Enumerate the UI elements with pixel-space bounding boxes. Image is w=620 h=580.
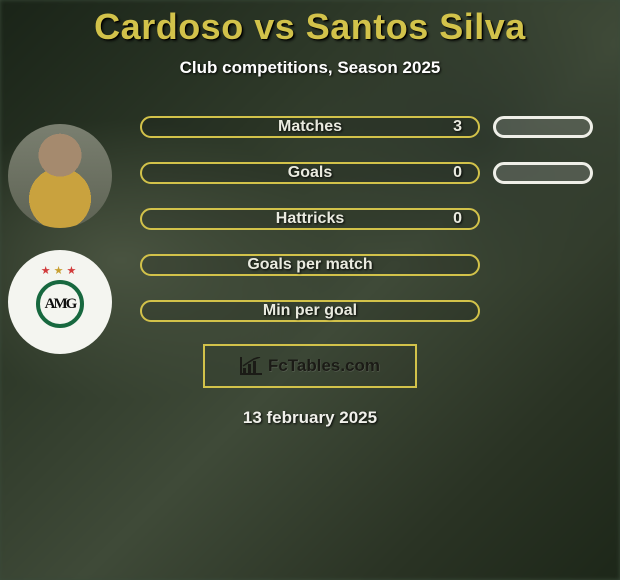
stat-row-gpm: Goals per match bbox=[140, 254, 480, 276]
stat-row-goals: Goals 0 bbox=[140, 162, 480, 184]
stats-rows: Matches 3 Goals 0 Hattricks 0 Goals per … bbox=[0, 116, 620, 322]
stat-label: Min per goal bbox=[263, 302, 357, 320]
stat-value-left: 0 bbox=[453, 210, 462, 228]
stat-label: Goals bbox=[288, 164, 332, 182]
stat-row-hattricks: Hattricks 0 bbox=[140, 208, 480, 230]
page-title: Cardoso vs Santos Silva bbox=[94, 6, 526, 48]
date-text: 13 february 2025 bbox=[243, 408, 377, 428]
stat-right-pill bbox=[493, 116, 593, 138]
bar-chart-icon bbox=[240, 357, 262, 375]
page-subtitle: Club competitions, Season 2025 bbox=[180, 58, 441, 78]
logo-box: FcTables.com bbox=[203, 344, 417, 388]
stat-label: Goals per match bbox=[247, 256, 372, 274]
stat-label: Matches bbox=[278, 118, 342, 136]
stat-row-mpg: Min per goal bbox=[140, 300, 480, 322]
logo-text: FcTables.com bbox=[268, 356, 380, 376]
stat-value-left: 3 bbox=[453, 118, 462, 136]
content-container: Cardoso vs Santos Silva Club competition… bbox=[0, 0, 620, 580]
stat-label: Hattricks bbox=[276, 210, 344, 228]
stat-right-pill bbox=[493, 162, 593, 184]
stat-row-matches: Matches 3 bbox=[140, 116, 480, 138]
stat-value-left: 0 bbox=[453, 164, 462, 182]
